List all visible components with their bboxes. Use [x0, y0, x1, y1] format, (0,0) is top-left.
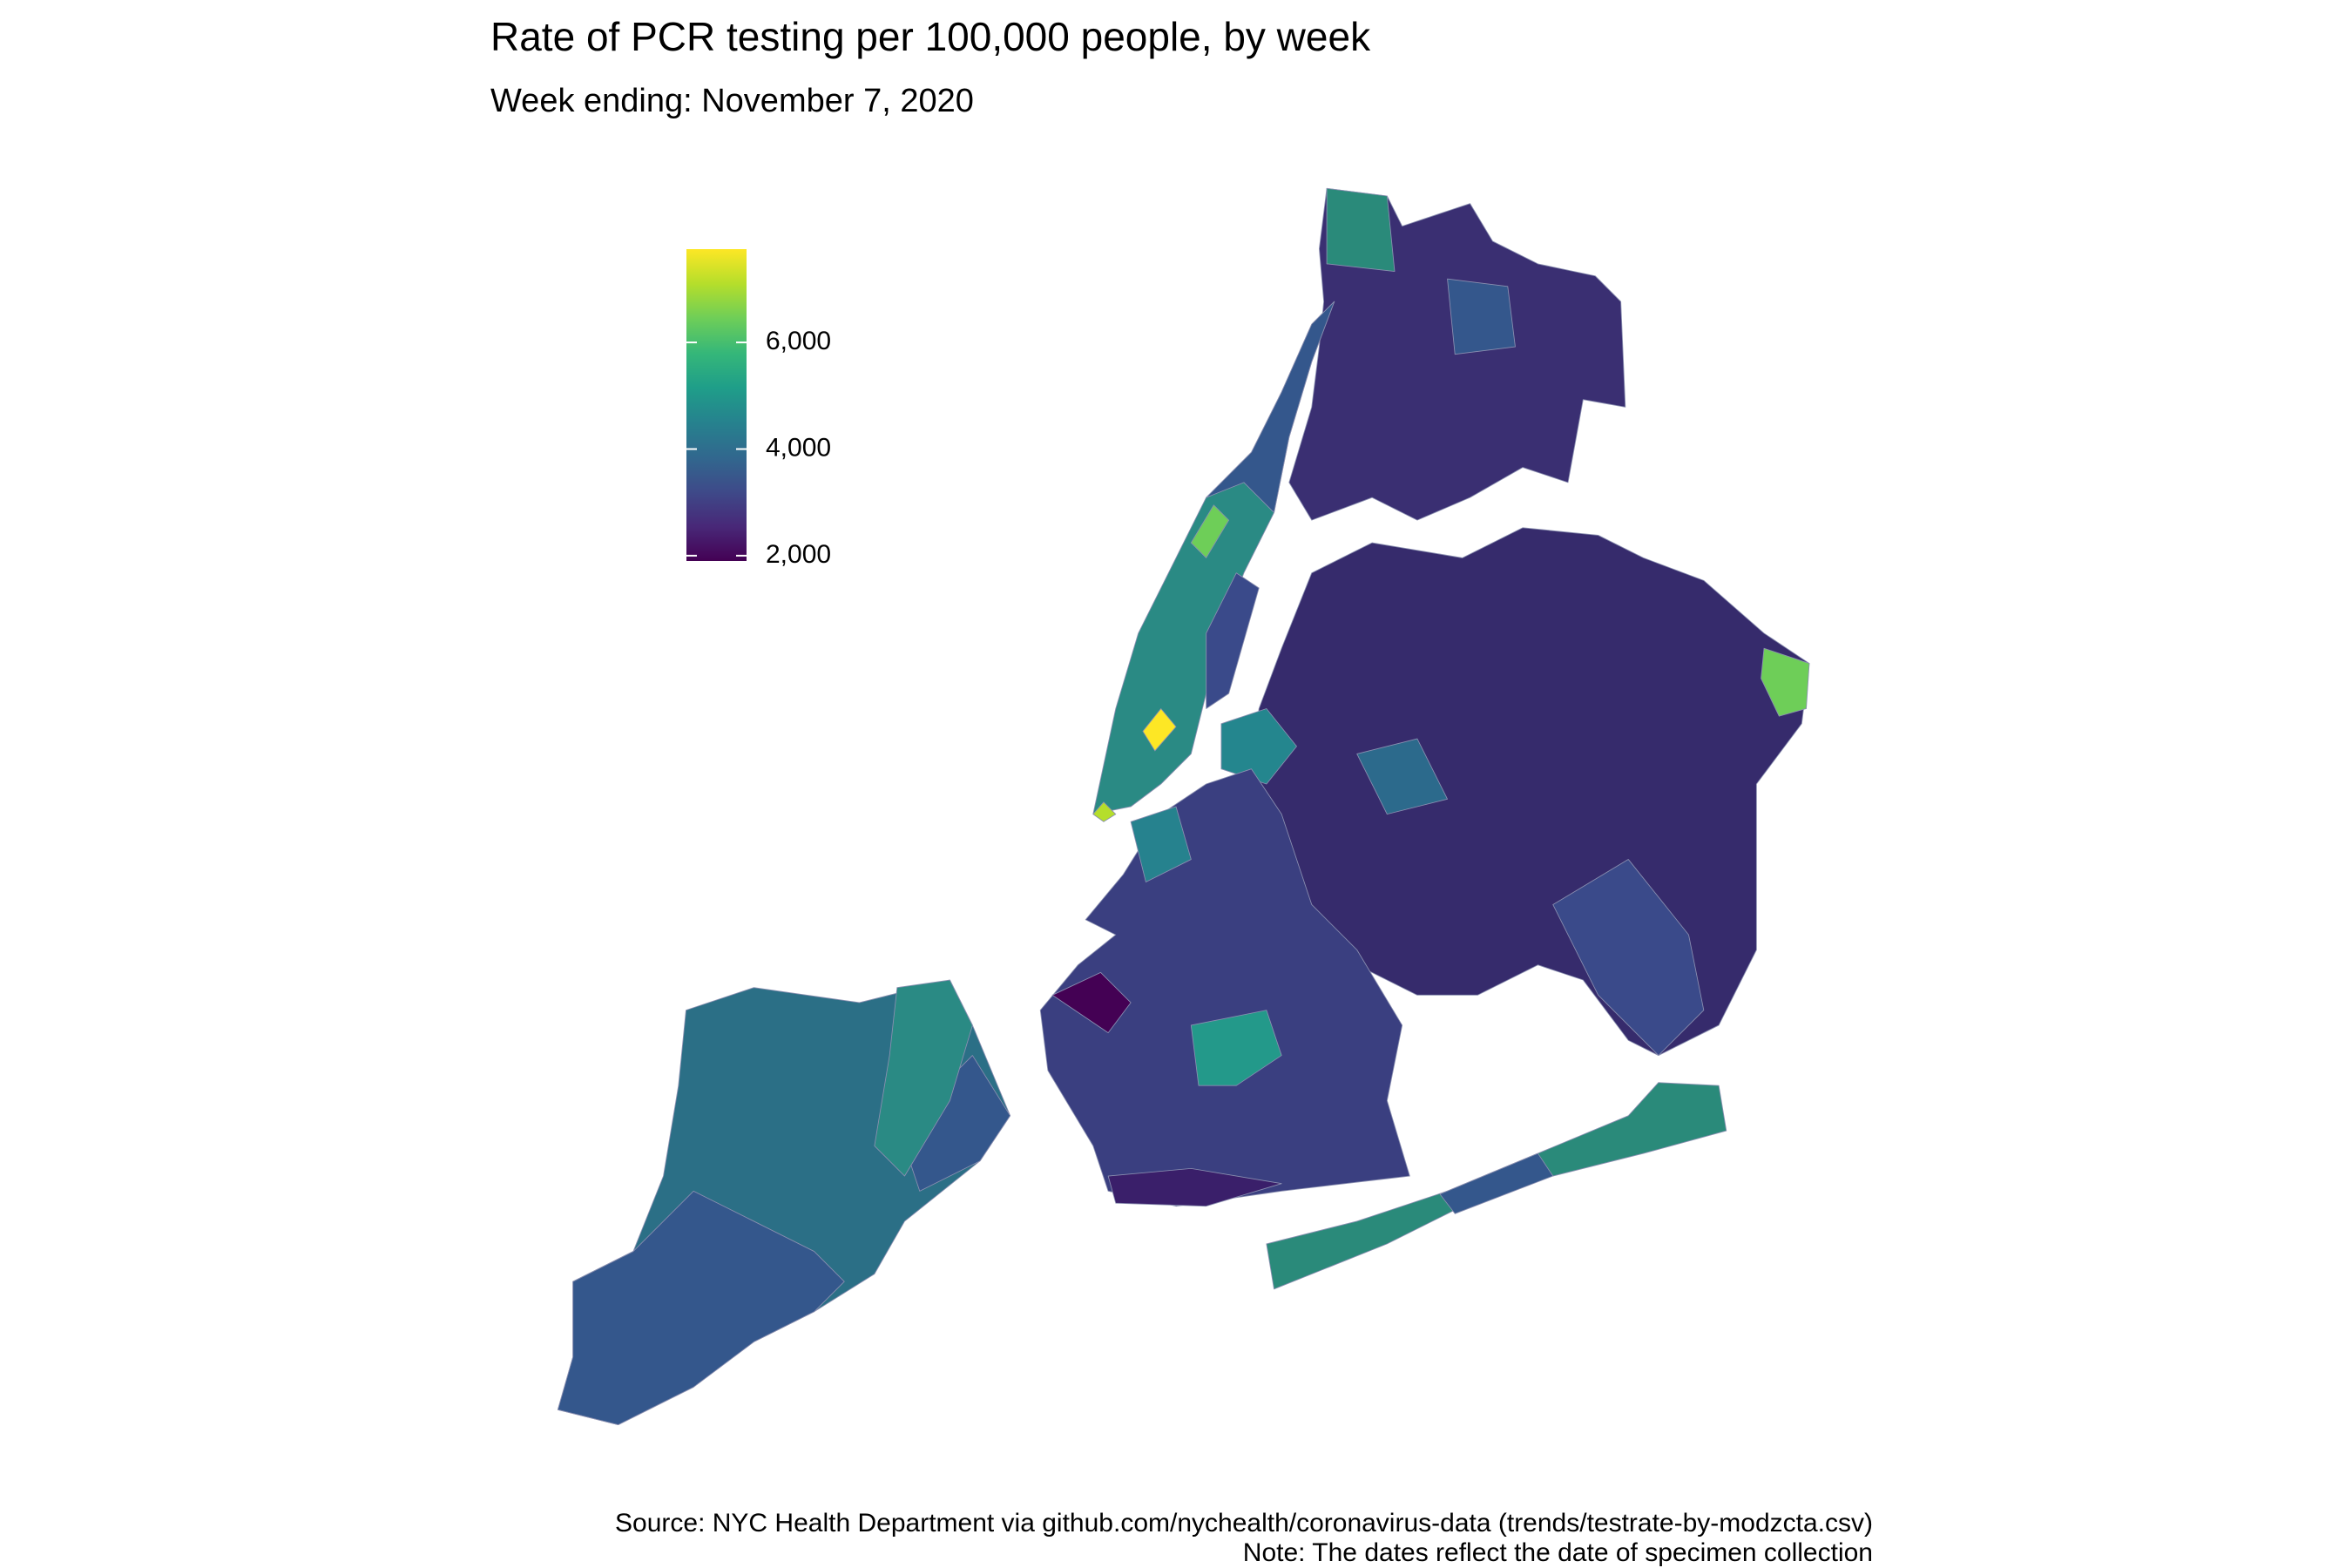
nyc-map — [557, 187, 1810, 1426]
manhattan-upper-west — [1190, 504, 1230, 558]
manhattan-north — [1206, 301, 1335, 513]
bronx-central — [1447, 278, 1516, 355]
colorbar-tick-label: 2,000 — [766, 540, 831, 569]
queens-central — [1356, 738, 1449, 815]
brooklyn — [1039, 768, 1410, 1207]
legend: 2,000 4,000 6,000 — [686, 249, 831, 569]
manhattan-midtown — [1142, 708, 1177, 752]
queens-south — [1552, 859, 1705, 1056]
staten-island-south — [557, 1190, 845, 1426]
rockaway-mid — [1439, 1152, 1554, 1214]
brooklyn-west — [1130, 806, 1192, 882]
staten-island-north — [874, 979, 973, 1177]
colorbar — [686, 249, 747, 561]
note: Note: The dates reflect the date of spec… — [1243, 1538, 1873, 1567]
manhattan-south-tip — [1092, 801, 1117, 822]
colorbar-tick-label: 6,000 — [766, 327, 831, 355]
colorbar-tick-label: 4,000 — [766, 433, 831, 462]
bronx-north — [1326, 187, 1396, 272]
title: Rate of PCR testing per 100,000 people, … — [490, 14, 1371, 59]
brooklyn-southwest — [1051, 971, 1132, 1034]
source: Source: NYC Health Department via github… — [615, 1509, 1873, 1538]
brooklyn-central — [1190, 1010, 1282, 1086]
subtitle: Week ending: November 7, 2020 — [490, 83, 974, 119]
queens-west — [1220, 708, 1297, 785]
queens-east — [1761, 647, 1810, 717]
manhattan-east — [1206, 572, 1260, 709]
brooklyn-south — [1107, 1167, 1282, 1207]
